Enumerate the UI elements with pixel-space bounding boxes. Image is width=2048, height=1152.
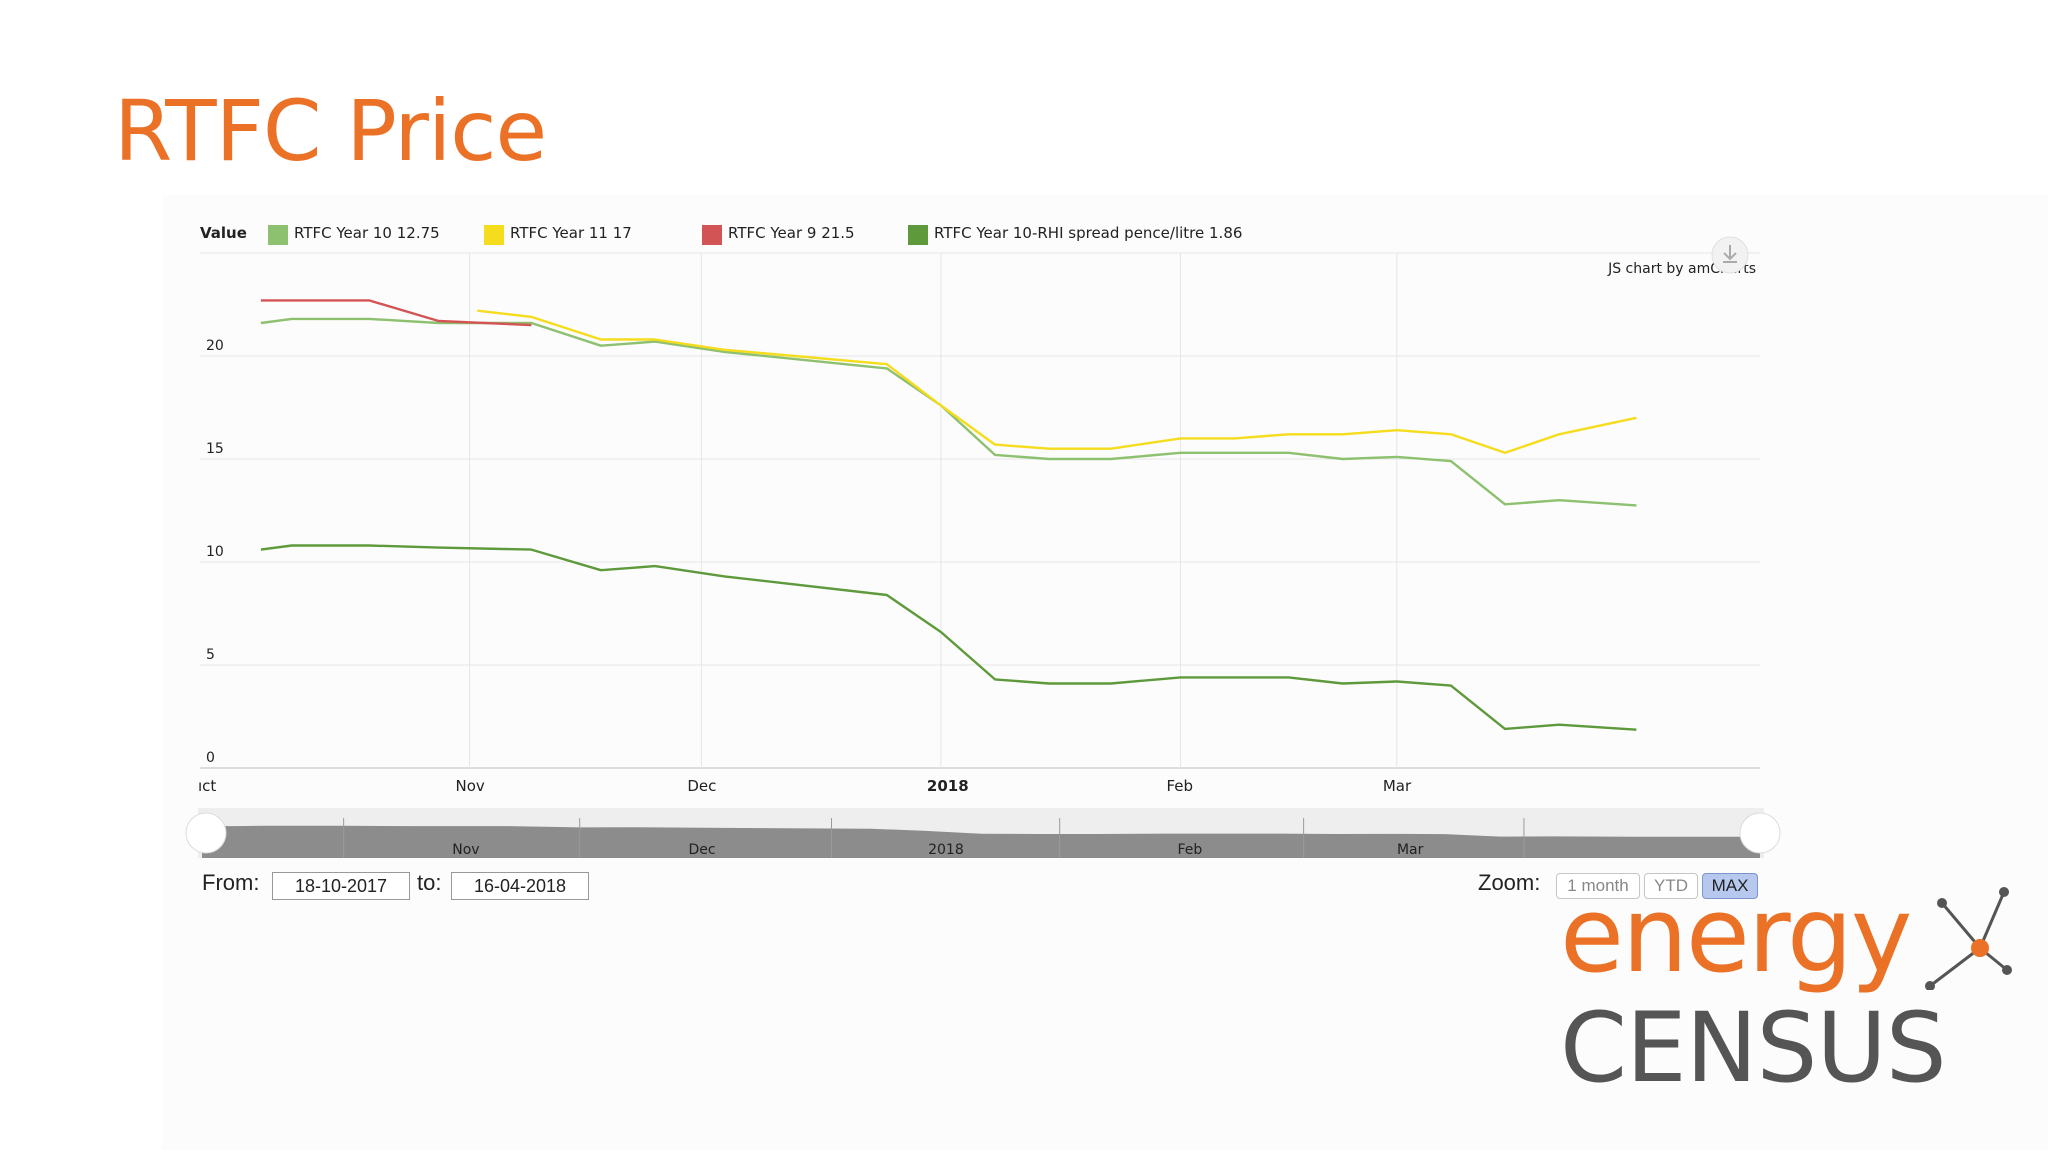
logo-energy-text: energy	[1560, 874, 1912, 996]
from-label: From:	[202, 870, 260, 895]
series-line-rtfc-year-10-rhi-spread-pence-litre	[260, 544, 1637, 731]
x-tick-label: Nov	[456, 777, 485, 795]
legend-series-label: RTFC Year 9 21.5	[728, 224, 855, 242]
legend: Value RTFC Year 10 12.75 RTFC Year 11 17 RT…	[200, 224, 1242, 245]
to-label: to:	[417, 870, 442, 895]
x-tick-label: 2018	[927, 777, 969, 795]
legend-swatch	[702, 225, 722, 245]
navigator-right-handle[interactable]	[1739, 812, 1781, 854]
legend-swatch	[268, 225, 288, 245]
legend-series-label: RTFC Year 10 12.75	[294, 224, 440, 242]
series-line-rtfc-year-9	[260, 299, 532, 327]
y-tick-label: 15	[206, 441, 224, 457]
download-arrow-icon	[1723, 245, 1737, 263]
energy-census-logo: energy CENSUS	[1556, 880, 2026, 1120]
price-chart: Value RTFC Year 10 12.75 RTFC Year 11 17 RT…	[185, 224, 1781, 858]
navigator-label: Nov	[452, 842, 479, 858]
chart-credit: JS chart by amCharts	[1607, 236, 1756, 277]
chart-panel: Value RTFC Year 10 12.75 RTFC Year 11 17 RT…	[162, 195, 2048, 1150]
navigator-scrollbar[interactable]: Nov Dec 2018 Feb Mar	[185, 808, 1781, 858]
to-date-input[interactable]: 16-04-2018	[451, 872, 589, 900]
from-date-input[interactable]: 18-10-2017	[272, 872, 410, 900]
legend-swatch	[484, 225, 504, 245]
navigator-label: 2018	[928, 842, 964, 858]
navigator-area	[202, 825, 1760, 858]
legend-series-label: RTFC Year 10-RHI spread pence/litre 1.86	[934, 224, 1242, 242]
y-tick-label: 20	[206, 338, 224, 354]
x-tick-label: ıct	[198, 777, 216, 795]
navigator-left-handle[interactable]	[185, 812, 227, 854]
x-tick-label: Dec	[687, 777, 716, 795]
navigator-label: Dec	[688, 842, 715, 858]
navigator-label: Feb	[1177, 842, 1202, 858]
zoom-1-month-button[interactable]: 1 month	[1556, 873, 1640, 899]
zoom-ytd-button[interactable]: YTD	[1644, 873, 1698, 899]
chart-series	[260, 299, 1637, 731]
series-line-rtfc-year-11	[477, 309, 1637, 454]
y-tick-label: 5	[206, 647, 215, 663]
legend-series-label: RTFC Year 11 17	[510, 224, 632, 242]
export-icon[interactable]	[1711, 236, 1749, 274]
logo-census-text: CENSUS	[1560, 992, 1947, 1104]
zoom-label: Zoom:	[1478, 870, 1541, 895]
x-tick-label: Feb	[1166, 777, 1193, 795]
legend-swatch	[908, 225, 928, 245]
zoom-max-button[interactable]: MAX	[1702, 873, 1758, 899]
y-tick-label: 10	[206, 544, 224, 560]
x-tick-label: Mar	[1383, 777, 1412, 795]
slide-title: RTFC Price	[114, 82, 547, 180]
legend-title: Value	[200, 224, 247, 242]
chart-grid	[200, 252, 1760, 769]
navigator-label: Mar	[1397, 842, 1424, 858]
y-tick-label: 0	[206, 750, 215, 766]
chart-axes: 0 5 10 15 20 ıct Nov Dec 2018 Feb Mar	[198, 338, 1412, 795]
molecule-icon	[1925, 887, 2012, 990]
